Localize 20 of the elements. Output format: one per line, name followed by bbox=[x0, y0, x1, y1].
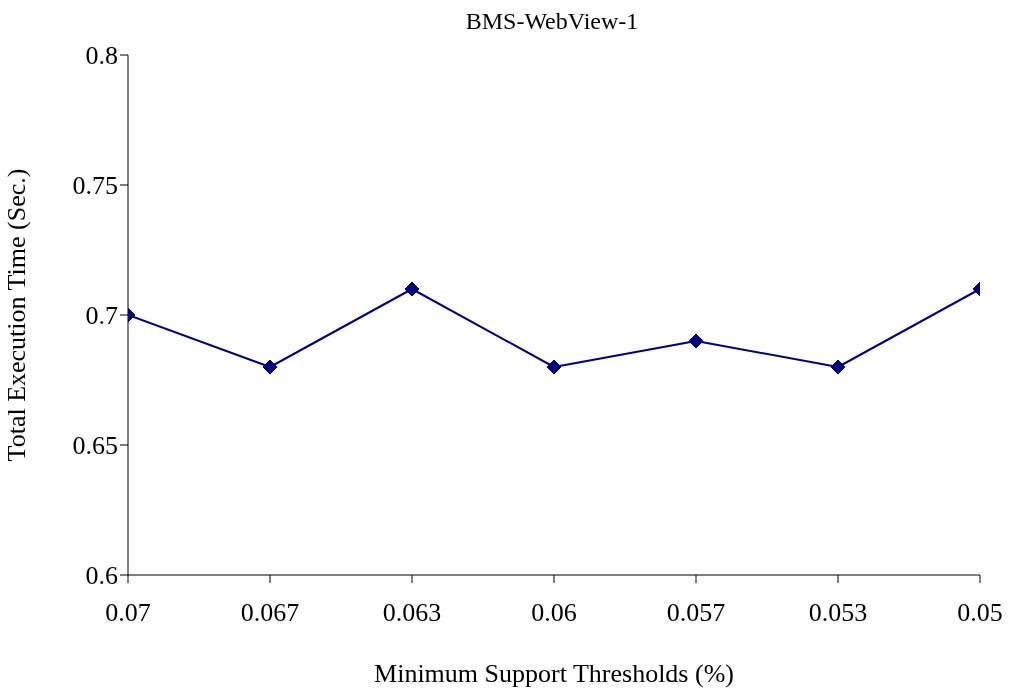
x-tick-label: 0.067 bbox=[240, 598, 300, 628]
x-tick-label: 0.057 bbox=[666, 598, 726, 628]
y-axis-title: Total Execution Time (Sec.) bbox=[2, 168, 32, 462]
x-tick-label: 0.06 bbox=[531, 598, 577, 628]
y-tick-label: 0.75 bbox=[72, 171, 118, 201]
y-tick-label: 0.7 bbox=[85, 301, 118, 331]
x-tick-label: 0.07 bbox=[105, 598, 151, 628]
point bbox=[546, 359, 562, 375]
y-tick-label: 0.6 bbox=[85, 561, 118, 591]
point bbox=[262, 359, 278, 375]
point bbox=[688, 333, 704, 349]
x-tick-label: 0.063 bbox=[382, 598, 442, 628]
point bbox=[830, 359, 846, 375]
y-tick-label: 0.8 bbox=[85, 41, 118, 71]
chart-title: BMS-WebView-1 bbox=[464, 8, 640, 35]
x-axis-title: Minimum Support Thresholds (%) bbox=[374, 659, 734, 688]
point bbox=[404, 281, 420, 297]
x-tick-label: 0.053 bbox=[808, 598, 868, 628]
x-tick-label: 0.05 bbox=[957, 598, 1003, 628]
y-tick-label: 0.65 bbox=[72, 431, 118, 461]
